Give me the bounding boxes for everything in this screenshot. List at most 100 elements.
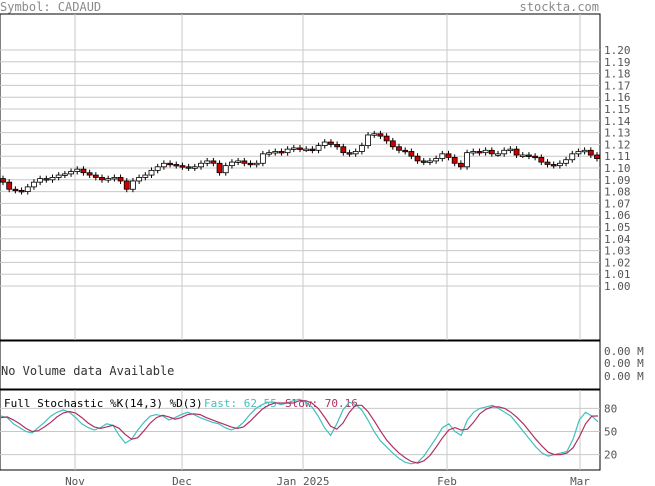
candle-body (105, 178, 112, 181)
stochastic-grid (0, 390, 600, 470)
price-y-tick-label: 1.20 (604, 44, 631, 57)
candle-body (352, 151, 359, 155)
candle-body (556, 162, 563, 167)
candle-body (408, 151, 415, 157)
candle-body (581, 149, 588, 153)
price-y-tick-label: 1.16 (604, 91, 631, 104)
candle-body (259, 153, 266, 164)
candle-body (476, 151, 483, 154)
stochastic-y-tick-label: 50 (604, 426, 617, 439)
candle-body (179, 165, 186, 168)
candle-body (191, 166, 198, 169)
candle-body (61, 173, 68, 176)
candle-body (328, 141, 334, 145)
stochastic-panel-frame (0, 389, 601, 471)
stochastic-panel: Full Stochastic %K(14,3) %D(3) Fast: 62.… (0, 389, 617, 471)
price-grid (0, 14, 600, 340)
site-label[interactable]: stockta.com (519, 0, 599, 14)
candle-body (173, 164, 180, 167)
candle-body (86, 172, 93, 176)
candle-body (49, 177, 56, 181)
candle-body (433, 158, 440, 162)
candle-body (229, 161, 235, 167)
stochastic-y-axis: 80 50 20 (604, 402, 617, 461)
stochastic-y-tick-label: 20 (604, 449, 617, 462)
candle-body (43, 178, 50, 181)
candle-body (544, 161, 551, 165)
candle-body (37, 178, 44, 183)
candle-body (538, 156, 545, 163)
candle-body (550, 164, 557, 167)
candle-body (482, 149, 489, 154)
candle-body (290, 147, 297, 150)
candle-body (31, 181, 37, 188)
candle-body (148, 169, 155, 176)
candle-body (470, 151, 477, 154)
candle-body (594, 154, 600, 159)
candle-body (445, 153, 452, 158)
price-y-tick-label: 1.07 (604, 197, 631, 210)
candle-body (340, 146, 347, 154)
volume-message: No Volume data Available (1, 364, 174, 378)
price-y-tick-label: 1.03 (604, 245, 631, 258)
candle-body (130, 180, 136, 190)
price-panel: 1.201.191.181.171.161.151.141.131.121.11… (0, 13, 631, 341)
x-axis: Nov Dec Jan 2025 Feb Mar (65, 475, 590, 486)
candle-body (185, 166, 192, 169)
price-y-tick-label: 1.18 (604, 68, 631, 81)
price-y-tick-label: 1.04 (604, 233, 631, 246)
candle-body (519, 154, 526, 157)
candle-body (241, 160, 248, 164)
volume-panel-frame (0, 340, 601, 390)
candle-body (587, 149, 594, 156)
price-y-tick-label: 1.10 (604, 162, 631, 175)
candle-body (284, 148, 291, 154)
candle-body (0, 178, 6, 183)
volume-tick-3: 0.00 M (604, 370, 644, 383)
x-tick-label: Feb (437, 475, 457, 486)
stochastic-slow-line (0, 400, 599, 464)
candle-body (420, 160, 427, 163)
price-y-tick-label: 1.19 (604, 56, 631, 69)
candle-body (266, 152, 272, 155)
x-tick-label: Dec (172, 475, 192, 486)
candle-body (358, 145, 365, 152)
candle-body (198, 162, 204, 168)
price-y-tick-label: 1.06 (604, 209, 631, 222)
candle-body (204, 160, 211, 164)
candle-body (142, 174, 149, 178)
candle-body (272, 151, 279, 154)
stochastic-fast-line (0, 398, 599, 465)
candle-body (389, 140, 396, 148)
candle-body (402, 149, 409, 153)
candle-body (346, 152, 353, 155)
candle-body (309, 148, 316, 152)
candle-body (526, 154, 532, 157)
price-y-tick-label: 1.14 (604, 115, 631, 128)
stochastic-title: Full Stochastic %K(14,3) %D(3) (4, 397, 203, 410)
candle-body (334, 143, 341, 148)
candle-body (55, 174, 62, 178)
stochastic-slow-label: Slow: 70.16 (285, 397, 358, 410)
candle-body (235, 160, 242, 163)
candle-body (563, 159, 569, 164)
stochastic-y-tick-label: 80 (604, 402, 617, 415)
candle-body (154, 166, 161, 171)
candle-body (99, 177, 105, 181)
price-y-tick-label: 1.08 (604, 186, 631, 199)
price-y-tick-label: 1.15 (604, 103, 631, 116)
x-tick-label: Jan 2025 (277, 475, 330, 486)
candle-body (253, 162, 260, 166)
x-tick-label: Nov (65, 475, 85, 486)
candle-body (513, 148, 520, 156)
volume-panel: No Volume data Available 0.00 M 0.00 M 0… (0, 340, 644, 390)
candle-body (111, 177, 118, 180)
volume-tick-2: 0.00 M (604, 357, 644, 370)
candle-body (247, 162, 254, 166)
candle-body (74, 168, 81, 172)
candle-body (24, 186, 31, 193)
candle-body (278, 151, 285, 154)
candle-body (532, 155, 539, 159)
candle-body (377, 133, 384, 137)
